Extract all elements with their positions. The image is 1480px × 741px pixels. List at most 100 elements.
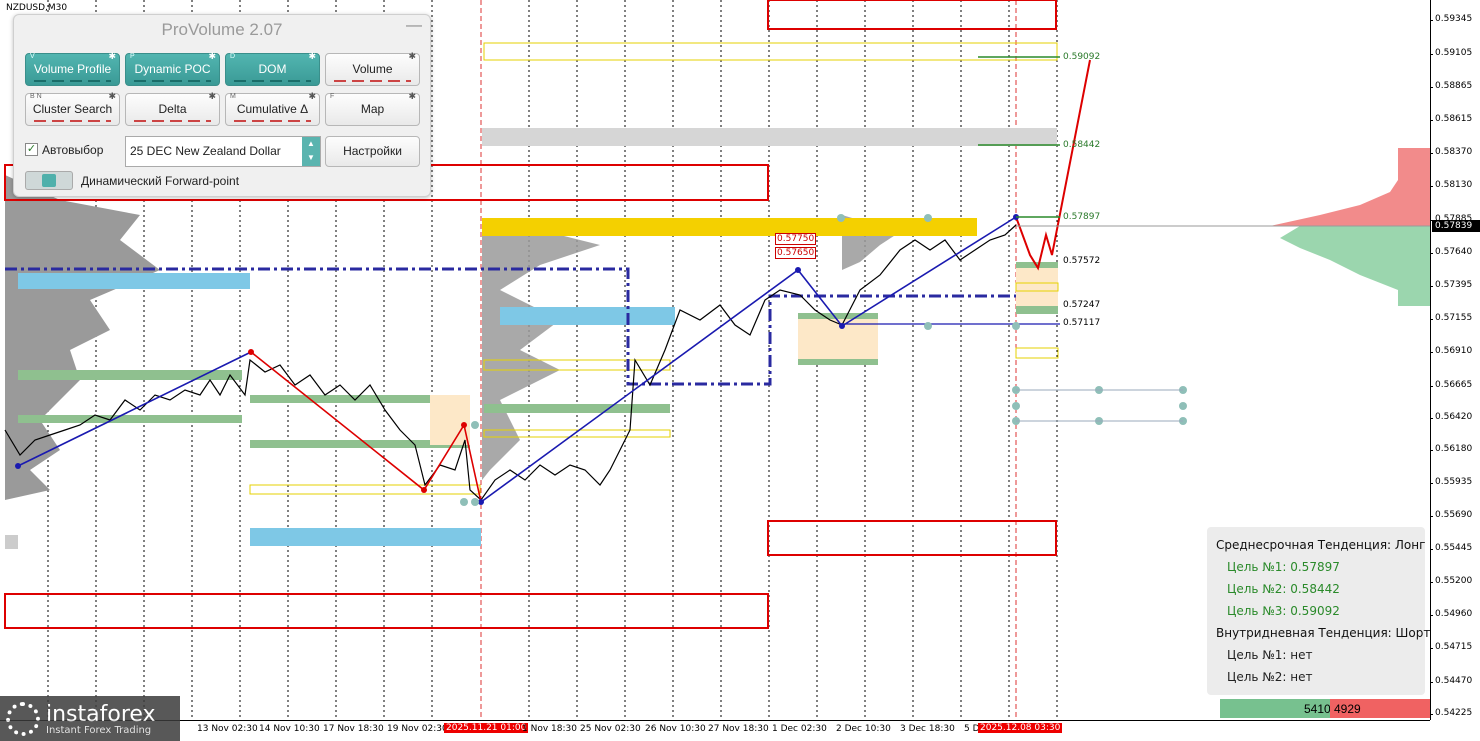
green-zone-left bbox=[18, 370, 242, 380]
cumulative-delta-button[interactable]: M ✱ Cumulative Δ bbox=[225, 91, 320, 126]
gear-icon[interactable]: ✱ bbox=[208, 51, 216, 61]
box-label-b: 0.57650 bbox=[775, 247, 817, 259]
price-tick-label: 0.59105 bbox=[1429, 48, 1473, 58]
button-label: DOM bbox=[258, 62, 287, 76]
volume-profile-left bbox=[5, 175, 160, 500]
time-tick-label: 17 Nov 18:30 bbox=[323, 724, 384, 734]
price-chart[interactable] bbox=[0, 0, 1432, 720]
gear-icon[interactable]: ✱ bbox=[108, 91, 116, 101]
price-series bbox=[4, 224, 1017, 501]
orange-zone-2 bbox=[798, 315, 878, 365]
instaforex-logo: instaforex Instant Forex Trading bbox=[0, 696, 180, 741]
volume-button[interactable]: ✱ Volume bbox=[325, 51, 420, 86]
blue-zone-bottom bbox=[250, 528, 481, 546]
delta-button[interactable]: ✱ Delta bbox=[125, 91, 220, 126]
box-label-a: 0.57750 bbox=[775, 233, 817, 245]
price-tick-label: 0.55935 bbox=[1429, 477, 1473, 487]
price-tick-label: 0.57155 bbox=[1429, 313, 1473, 323]
gear-icon[interactable]: ✱ bbox=[208, 91, 216, 101]
forward-point-toggle[interactable] bbox=[25, 171, 73, 190]
logo-subtitle: Instant Forex Trading bbox=[46, 725, 152, 736]
time-tick-label: 14 Nov 10:30 bbox=[259, 724, 320, 734]
sell-volume-fill: 4929 bbox=[1330, 699, 1433, 718]
trend-long-2 bbox=[480, 216, 1017, 503]
time-tick-label: 19 Nov 02:30 bbox=[387, 724, 448, 734]
indicator-bar bbox=[334, 80, 411, 82]
midterm-target-1: Цель №1: 0.57897 bbox=[1227, 560, 1340, 574]
trend-short-1 bbox=[250, 351, 482, 503]
indicator-bar bbox=[234, 80, 311, 82]
dynamic-poc-button[interactable]: P ✱ Dynamic POC bbox=[125, 51, 220, 86]
map-button[interactable]: F ✱ Map bbox=[325, 91, 420, 126]
logo-icon bbox=[6, 702, 40, 736]
time-cursor-label: 2025.12.08 03:30 bbox=[978, 723, 1063, 733]
cluster-search-button[interactable]: B N ✱ Cluster Search bbox=[25, 91, 120, 126]
gear-icon[interactable]: ✱ bbox=[308, 51, 316, 61]
price-tick-label: 0.57395 bbox=[1429, 280, 1473, 290]
forward-point-label: Динамический Forward-point bbox=[81, 174, 240, 188]
chart-area[interactable]: NZDUSD,M30 0.59092 0.58442 0.57897 0.575… bbox=[0, 0, 1432, 720]
orange-zone-1 bbox=[430, 395, 470, 445]
price-tick-label: 0.56420 bbox=[1429, 412, 1473, 422]
price-tick-label: 0.59345 bbox=[1429, 14, 1473, 24]
hotkey-label: F bbox=[330, 93, 335, 100]
intraday-heading: Внутридневная Тенденция: Шорт bbox=[1216, 626, 1431, 640]
green-zone-mid2 bbox=[250, 440, 470, 448]
time-tick-label: 27 Nov 18:30 bbox=[708, 724, 769, 734]
gear-icon[interactable]: ✱ bbox=[408, 51, 416, 61]
green-strip-2 bbox=[798, 313, 878, 319]
indicator-bar bbox=[134, 120, 211, 122]
blue-zone-mid bbox=[500, 307, 675, 325]
spinner-icon[interactable]: ▲ ▼ bbox=[302, 137, 320, 166]
button-label: Volume Profile bbox=[33, 62, 112, 76]
button-label: Volume bbox=[352, 62, 393, 76]
logo-text: instaforex bbox=[46, 702, 156, 727]
trend-long-1 bbox=[17, 351, 252, 467]
indicator-bar bbox=[34, 120, 111, 122]
volume-balance-bar: 5410 4929 bbox=[1220, 699, 1433, 718]
time-tick-label: 3 Dec 18:30 bbox=[900, 724, 955, 734]
auto-select-label: Автовыбор bbox=[42, 143, 104, 157]
time-cursor-label: 2025.11.21 01:00 bbox=[444, 723, 529, 733]
price-tick-label: 0.57885 bbox=[1429, 214, 1473, 224]
green-zone-mid bbox=[250, 395, 470, 403]
midterm-heading: Среднесрочная Тенденция: Лонг bbox=[1216, 538, 1426, 552]
instrument-select[interactable]: 25 DEC New Zealand Dollar ▲ ▼ bbox=[125, 136, 321, 167]
poc-lines bbox=[5, 267, 1016, 386]
target2-label: 0.58442 bbox=[1063, 140, 1101, 150]
volume-profile-mid bbox=[482, 220, 600, 480]
volume-profile-button[interactable]: V ✱ Volume Profile bbox=[25, 51, 120, 86]
gear-icon[interactable]: ✱ bbox=[308, 91, 316, 101]
price-tick-label: 0.55445 bbox=[1429, 543, 1473, 553]
level6-label: 0.57117 bbox=[1063, 318, 1101, 328]
hotkey-label: M bbox=[230, 93, 236, 100]
price-axis[interactable]: 0.59345 0.59105 0.58865 0.58615 0.58370 0.581… bbox=[1429, 0, 1480, 720]
time-axis[interactable]: 13 Nov 02:30 14 Nov 10:30 17 Nov 18:30 19 N… bbox=[0, 720, 1430, 741]
green-zone-lower bbox=[484, 404, 670, 413]
hotkey-label: V bbox=[30, 53, 35, 60]
target-lines bbox=[978, 56, 1060, 218]
indicator-bar bbox=[34, 80, 111, 82]
green-strip-3 bbox=[798, 359, 878, 365]
gear-icon[interactable]: ✱ bbox=[408, 91, 416, 101]
minimize-icon[interactable]: — bbox=[406, 17, 422, 34]
dom-button[interactable]: D ✱ DOM bbox=[225, 51, 320, 86]
target1-label: 0.57897 bbox=[1063, 212, 1101, 222]
settings-button[interactable]: Настройки bbox=[325, 136, 420, 167]
forecast-path bbox=[1015, 59, 1091, 271]
symbol-label: NZDUSD,M30 bbox=[6, 3, 68, 13]
price-tick-label: 0.55200 bbox=[1429, 576, 1473, 586]
midterm-target-3: Цель №3: 0.59092 bbox=[1227, 604, 1340, 618]
trend-summary-box: Среднесрочная Тенденция: Лонг Цель №1: 0… bbox=[1207, 527, 1430, 695]
price-tick-label: 0.57640 bbox=[1429, 247, 1473, 257]
time-tick-label: 2 Dec 10:30 bbox=[836, 724, 891, 734]
price-tick-label: 0.58370 bbox=[1429, 147, 1473, 157]
auto-select-checkbox[interactable]: ✓ bbox=[25, 143, 38, 156]
green-zone-left2 bbox=[18, 415, 242, 423]
time-tick-label: 1 Nov 18:30 bbox=[522, 724, 577, 734]
sell-volume: 4929 bbox=[1334, 702, 1361, 716]
buy-volume: 5410 bbox=[1304, 702, 1331, 716]
small-gray-block bbox=[5, 535, 18, 549]
gear-icon[interactable]: ✱ bbox=[108, 51, 116, 61]
time-tick-label: 5 D bbox=[964, 724, 980, 734]
